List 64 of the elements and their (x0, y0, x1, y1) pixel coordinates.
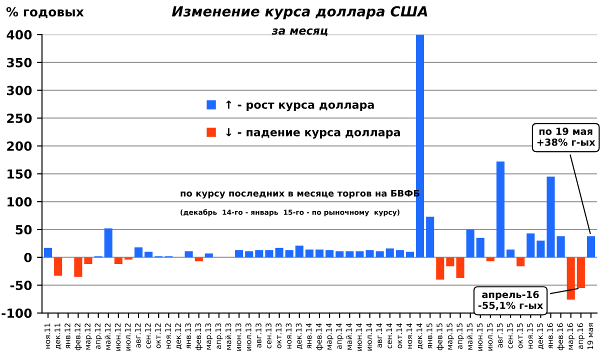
chart-title: Изменение курса доллара США (172, 6, 428, 20)
bar (546, 176, 555, 258)
annotation: апрель-16 -55,1% г-ых (478, 290, 544, 310)
bar (235, 250, 244, 258)
bar (516, 257, 525, 266)
bar (184, 251, 193, 258)
bar (74, 257, 82, 277)
chart-subtitle: за месяц (272, 28, 328, 36)
bar (536, 240, 545, 258)
bar (426, 216, 434, 258)
bar (255, 250, 264, 258)
bar (194, 257, 203, 262)
y-tick-label: 50 (16, 224, 32, 234)
bar (456, 257, 464, 278)
bar (386, 248, 394, 258)
bar (506, 250, 515, 258)
bar (295, 246, 304, 258)
bar (476, 238, 484, 258)
legend-label: ↑ - рост курса доллара (226, 100, 374, 112)
bar (134, 247, 143, 258)
bar (436, 257, 444, 280)
bar (466, 230, 474, 258)
y-axis-title: % годовых (6, 7, 84, 18)
bar (366, 250, 374, 258)
y-tick-label: 150 (8, 169, 32, 179)
y-tick-label: 400 (6, 30, 32, 40)
legend-label: ↓ - падение курса доллара (226, 128, 400, 139)
bar (376, 251, 384, 258)
bar (104, 228, 112, 258)
bar (265, 250, 274, 258)
bar (356, 251, 364, 258)
bar (114, 257, 122, 264)
bar (245, 251, 254, 258)
y-tick-label: -50 (10, 280, 32, 290)
bar (526, 233, 535, 258)
y-tick-label: 350 (7, 58, 32, 68)
bar (556, 236, 565, 258)
bar (566, 257, 575, 300)
bar (315, 250, 324, 258)
bar (285, 250, 294, 258)
bar (346, 251, 354, 258)
bar (54, 257, 62, 276)
bar (44, 248, 52, 258)
bar (496, 162, 504, 258)
bar (586, 236, 595, 258)
bar (326, 250, 334, 258)
bar (576, 257, 585, 288)
y-tick-label: 200 (7, 141, 32, 151)
y-tick-label: 0 (24, 252, 32, 262)
bar (204, 253, 213, 258)
y-tick-label: -100 (2, 308, 32, 318)
bar (396, 250, 404, 258)
bar (305, 250, 314, 258)
bar (336, 251, 344, 258)
bar (446, 257, 454, 266)
bar (275, 248, 284, 258)
bar (144, 252, 153, 258)
bar (406, 252, 414, 258)
y-tick-label: 300 (7, 86, 32, 96)
annotation: по 19 мая +38% г-ых (537, 128, 596, 146)
y-tick-label: 100 (8, 197, 32, 207)
y-tick-label: 250 (7, 114, 32, 124)
bar (84, 257, 92, 264)
bar (486, 257, 494, 262)
